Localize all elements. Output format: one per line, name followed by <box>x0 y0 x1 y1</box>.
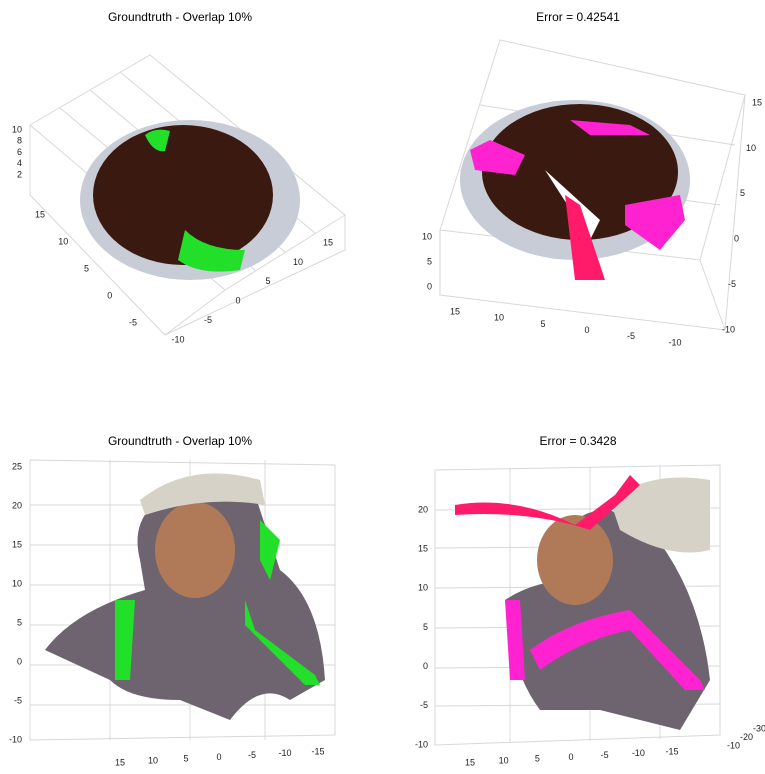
tick-label: 15 <box>752 97 762 107</box>
tick-label: 10 <box>293 257 303 267</box>
tick-label: -10 <box>727 740 740 750</box>
tick-label: -5 <box>627 331 635 341</box>
panel-title: Groundtruth - Overlap 10% <box>108 434 252 448</box>
tick-label: 10 <box>12 578 22 588</box>
tick-label: 10 <box>58 236 68 246</box>
tick-label: 5 <box>427 256 432 266</box>
tick-label: 5 <box>183 754 188 764</box>
tick-label: 15 <box>465 757 475 767</box>
tick-label: 8 <box>17 136 22 146</box>
tick-label: 6 <box>17 147 22 157</box>
tick-label: -5 <box>420 700 428 710</box>
tick-label: 15 <box>35 209 45 219</box>
tick-label: -5 <box>728 279 736 289</box>
tick-label: 4 <box>17 158 22 168</box>
tick-label: 25 <box>12 461 22 471</box>
tick-label: 5 <box>265 276 270 286</box>
tick-label: 15 <box>115 757 125 767</box>
tick-label: 0 <box>235 296 240 306</box>
tick-label: -30 <box>753 723 765 733</box>
tick-label: 5 <box>423 622 428 632</box>
tick-label: 0 <box>734 234 739 244</box>
tick-label: 15 <box>418 544 428 554</box>
tick-label: 0 <box>17 656 22 666</box>
panel-title: Error = 0.42541 <box>536 10 620 24</box>
tick-label: -15 <box>665 746 678 756</box>
tick-label: 5 <box>17 617 22 627</box>
figure: Groundtruth - Overlap 10% 10 8642 15 10 5 0 -5 -… <box>0 0 765 769</box>
tick-label: 20 <box>418 504 428 514</box>
tick-label: 20 <box>12 500 22 510</box>
tick-label: -15 <box>311 746 324 756</box>
face <box>155 502 235 598</box>
tick-label: 10 <box>422 231 432 241</box>
tick-label: 0 <box>584 325 589 335</box>
tick-label: 10 <box>499 756 509 766</box>
tick-label: 0 <box>107 290 112 300</box>
tick-label: 10 <box>12 124 22 134</box>
face <box>537 515 613 605</box>
tick-label: 0 <box>427 281 432 291</box>
tick-label: 10 <box>418 583 428 593</box>
tick-label: 15 <box>323 237 333 247</box>
tick-label: -5 <box>14 695 22 705</box>
tick-label: -5 <box>248 750 256 760</box>
tick-label: -10 <box>668 337 681 347</box>
tick-label: -10 <box>722 324 735 334</box>
tick-label: -5 <box>204 315 212 325</box>
tick-label: 0 <box>568 752 573 762</box>
tick-label: 10 <box>148 756 158 766</box>
tick-label: 5 <box>84 263 89 273</box>
tick-label: 0 <box>216 752 221 762</box>
tick-label: 10 <box>746 143 756 153</box>
tick-label: -5 <box>601 750 609 760</box>
tick-label: 2 <box>17 169 22 179</box>
panel-title: Groundtruth - Overlap 10% <box>108 10 252 24</box>
tick-label: -10 <box>632 748 645 758</box>
tick-label: 0 <box>423 661 428 671</box>
tick-label: -5 <box>129 317 137 327</box>
tick-label: 10 <box>494 313 504 323</box>
tick-label: 15 <box>12 539 22 549</box>
tick-label: -10 <box>278 748 291 758</box>
tick-label: -10 <box>415 739 428 749</box>
tick-label: -20 <box>740 732 753 742</box>
tick-label: -10 <box>171 334 184 344</box>
tick-label: 5 <box>535 754 540 764</box>
panel-title: Error = 0.3428 <box>539 434 616 448</box>
tick-label: -10 <box>9 734 22 744</box>
tick-label: 15 <box>450 306 460 316</box>
tick-label: 5 <box>540 319 545 329</box>
tick-label: 5 <box>740 188 745 198</box>
